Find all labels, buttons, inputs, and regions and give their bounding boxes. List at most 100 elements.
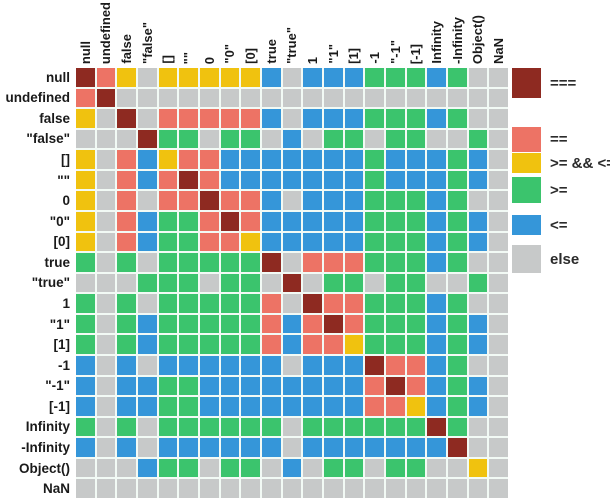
matrix-cell <box>427 150 446 169</box>
matrix-cell <box>137 109 157 128</box>
matrix-cell <box>76 88 95 108</box>
col-label-text: "0" <box>222 44 238 64</box>
matrix-cell <box>261 294 281 313</box>
matrix-cell <box>365 355 384 375</box>
matrix-cell <box>220 88 240 108</box>
matrix-cell <box>489 88 508 108</box>
matrix-cell <box>117 170 136 190</box>
matrix-cell <box>468 273 488 293</box>
matrix-cell <box>385 273 405 293</box>
matrix-cell <box>241 109 260 128</box>
col-label-12: "1" <box>324 0 343 65</box>
matrix-cell <box>261 88 281 108</box>
matrix-cell <box>261 397 281 416</box>
matrix-cell <box>96 479 116 498</box>
matrix-cell <box>220 191 240 210</box>
matrix-cell <box>489 417 508 437</box>
matrix-cell <box>220 335 240 354</box>
matrix-cell <box>282 232 302 252</box>
col-label-16: [-1] <box>407 0 426 65</box>
matrix-cell <box>427 314 446 334</box>
matrix-cell <box>303 314 322 334</box>
matrix-cell <box>220 273 240 293</box>
matrix-cell <box>344 150 364 169</box>
matrix-cell <box>282 211 302 231</box>
matrix-cell <box>117 273 136 293</box>
matrix-cell <box>158 211 178 231</box>
matrix-cell <box>447 355 467 375</box>
matrix-cell <box>303 88 322 108</box>
matrix-cell <box>179 294 198 313</box>
row-label-11: 1 <box>62 296 70 312</box>
matrix-cell <box>365 88 384 108</box>
matrix-cell <box>344 68 364 87</box>
matrix-cell <box>282 88 302 108</box>
matrix-cell <box>158 479 178 498</box>
matrix-cell <box>282 150 302 169</box>
matrix-cell <box>282 335 302 354</box>
matrix-cell <box>406 170 426 190</box>
matrix-cell <box>447 191 467 210</box>
row-labels: null undefined false "false" [] "" 0 "0" [0] true… <box>0 68 72 498</box>
matrix-cell <box>406 150 426 169</box>
matrix-cell <box>179 129 198 149</box>
matrix-cell <box>344 479 364 498</box>
matrix-cell <box>344 129 364 149</box>
matrix-cell <box>96 335 116 354</box>
col-label-text: [1] <box>346 48 362 64</box>
matrix-cell <box>96 129 116 149</box>
matrix-cell <box>406 273 426 293</box>
row-label-10: "true" <box>31 275 70 291</box>
matrix-cell <box>96 68 116 87</box>
matrix-cell <box>427 68 446 87</box>
matrix-cell <box>447 170 467 190</box>
matrix-cell <box>179 88 198 108</box>
matrix-cell <box>179 253 198 272</box>
matrix-cell <box>365 273 384 293</box>
matrix-cell <box>158 68 178 87</box>
row-label-0: null <box>46 69 70 85</box>
col-label-text: Object() <box>470 14 486 64</box>
matrix-cell <box>76 397 95 416</box>
matrix-cell <box>241 150 260 169</box>
matrix-cell <box>199 68 219 87</box>
matrix-cell <box>489 458 508 478</box>
row-label-6: 0 <box>62 193 70 209</box>
matrix-cell <box>365 458 384 478</box>
matrix-cell <box>468 397 488 416</box>
matrix-cell <box>406 88 426 108</box>
col-label-4: [] <box>159 0 178 65</box>
matrix-cell <box>365 109 384 128</box>
matrix-cell <box>96 273 116 293</box>
matrix-cell <box>468 438 488 457</box>
matrix-cell <box>117 211 136 231</box>
matrix-cell <box>303 458 322 478</box>
matrix-cell <box>158 294 178 313</box>
col-label-text: "" <box>181 51 197 64</box>
matrix-cell <box>344 397 364 416</box>
matrix-cell <box>468 211 488 231</box>
matrix-cell <box>96 417 116 437</box>
matrix-cell <box>489 438 508 457</box>
matrix-cell <box>489 191 508 210</box>
matrix-cell <box>447 397 467 416</box>
col-label-text: NaN <box>491 37 507 64</box>
matrix-cell <box>137 417 157 437</box>
matrix-cell <box>137 88 157 108</box>
matrix-cell <box>406 211 426 231</box>
matrix-cell <box>261 129 281 149</box>
matrix-cell <box>76 68 95 87</box>
matrix-cell <box>282 417 302 437</box>
matrix-cell <box>489 68 508 87</box>
matrix-cell <box>282 129 302 149</box>
matrix-cell <box>76 335 95 354</box>
matrix-cell <box>117 335 136 354</box>
matrix-cell <box>241 211 260 231</box>
matrix-cell <box>96 109 116 128</box>
matrix-cell <box>76 211 95 231</box>
matrix-cell <box>199 479 219 498</box>
matrix-cell <box>96 376 116 396</box>
matrix-cell <box>282 355 302 375</box>
matrix-cell <box>261 253 281 272</box>
legend-item-3: >= <box>512 177 568 203</box>
